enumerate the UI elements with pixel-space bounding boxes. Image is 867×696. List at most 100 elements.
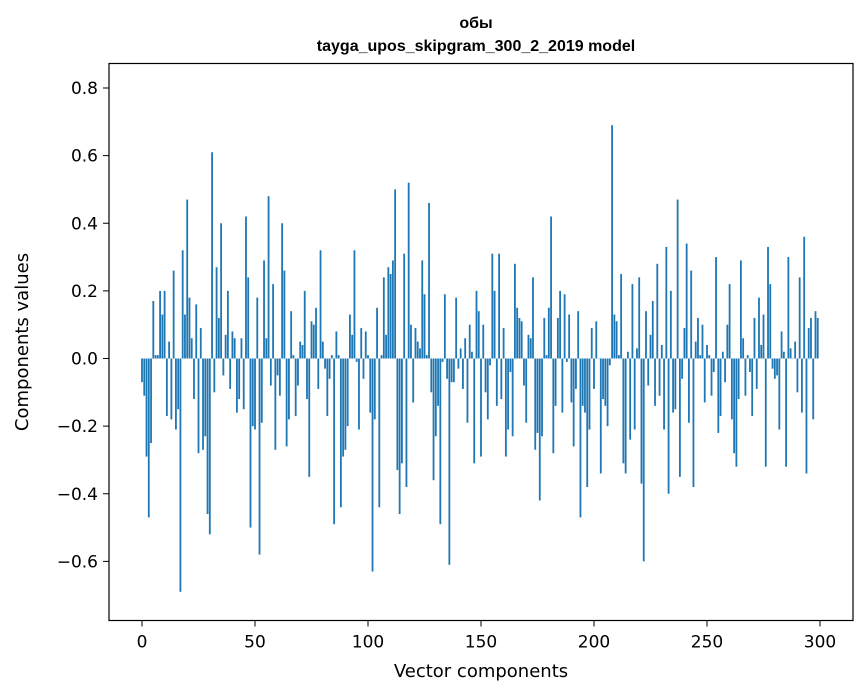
bar-13 bbox=[170, 358, 173, 420]
bar-139 bbox=[455, 297, 458, 359]
bar-218 bbox=[633, 358, 636, 430]
bar-177 bbox=[541, 358, 543, 437]
bar-248 bbox=[701, 324, 704, 359]
bar-61 bbox=[278, 358, 281, 396]
bar-193 bbox=[577, 311, 580, 359]
bar-230 bbox=[660, 344, 663, 359]
bar-147 bbox=[473, 358, 476, 464]
bar-199 bbox=[590, 328, 593, 359]
bar-262 bbox=[733, 358, 736, 454]
bar-26 bbox=[199, 328, 202, 359]
bar-67 bbox=[292, 355, 295, 359]
bar-256 bbox=[719, 358, 722, 416]
y-tick-label-1: −0.4 bbox=[57, 485, 98, 505]
bar-20 bbox=[186, 199, 189, 359]
y-tick-label-7: 0.8 bbox=[71, 79, 98, 99]
bar-187 bbox=[563, 294, 566, 359]
bar-276 bbox=[764, 358, 767, 467]
bar-39 bbox=[229, 358, 232, 389]
bar-24 bbox=[195, 304, 198, 359]
bar-249 bbox=[703, 358, 706, 403]
bar-142 bbox=[462, 358, 464, 389]
bar-64 bbox=[285, 358, 288, 447]
bar-95 bbox=[355, 358, 358, 362]
bar-28 bbox=[204, 358, 207, 437]
bar-241 bbox=[685, 243, 688, 359]
bar-181 bbox=[550, 216, 552, 359]
bar-200 bbox=[593, 358, 595, 389]
bar-164 bbox=[511, 358, 514, 437]
y-axis-ticks: −0.6 −0.4 −0.2 0.0 0.2 0.4 0.6 0.8 bbox=[57, 79, 109, 572]
bar-15 bbox=[175, 358, 177, 430]
bar-62 bbox=[281, 223, 284, 359]
bar-268 bbox=[746, 355, 749, 359]
bar-127 bbox=[428, 202, 430, 359]
bar-222 bbox=[642, 358, 645, 562]
bar-171 bbox=[527, 334, 530, 359]
bar-10 bbox=[163, 290, 166, 359]
bar-286 bbox=[787, 257, 790, 359]
bar-190 bbox=[570, 358, 573, 403]
bar-266 bbox=[742, 338, 745, 359]
bar-170 bbox=[525, 358, 528, 423]
y-tick-label-2: −0.2 bbox=[57, 417, 98, 437]
bar-255 bbox=[717, 358, 720, 433]
bar-265 bbox=[740, 260, 742, 359]
bar-195 bbox=[581, 358, 584, 406]
bar-134 bbox=[443, 294, 446, 359]
bar-99 bbox=[364, 331, 367, 359]
bar-214 bbox=[624, 358, 627, 474]
bar-206 bbox=[606, 358, 609, 427]
bar-65 bbox=[288, 358, 290, 420]
bar-277 bbox=[767, 246, 769, 359]
bar-40 bbox=[231, 331, 234, 359]
bar-168 bbox=[520, 321, 523, 359]
bar-185 bbox=[559, 290, 562, 359]
bar-137 bbox=[450, 358, 453, 383]
bar-2 bbox=[145, 358, 148, 457]
bar-138 bbox=[452, 358, 455, 383]
bar-52 bbox=[258, 358, 261, 555]
bar-143 bbox=[464, 338, 467, 359]
bar-66 bbox=[290, 311, 293, 359]
x-tick-label-0: 0 bbox=[137, 633, 148, 653]
bar-163 bbox=[509, 358, 512, 373]
bar-188 bbox=[565, 358, 568, 362]
bar-243 bbox=[690, 270, 693, 359]
bar-50 bbox=[254, 358, 256, 430]
bar-231 bbox=[663, 358, 665, 430]
bar-105 bbox=[378, 358, 381, 508]
bar-48 bbox=[249, 358, 252, 528]
bar-115 bbox=[401, 358, 403, 464]
bar-58 bbox=[272, 284, 274, 359]
bar-204 bbox=[602, 358, 604, 400]
bar-186 bbox=[561, 358, 564, 413]
bar-108 bbox=[385, 334, 387, 359]
bar-244 bbox=[692, 358, 695, 487]
bar-158 bbox=[498, 253, 500, 359]
bar-44 bbox=[240, 338, 243, 359]
bar-250 bbox=[706, 344, 708, 359]
bar-236 bbox=[674, 358, 677, 410]
bar-254 bbox=[715, 257, 717, 359]
bar-160 bbox=[502, 328, 505, 359]
bar-233 bbox=[667, 358, 670, 494]
bar-223 bbox=[645, 311, 647, 359]
bar-197 bbox=[586, 358, 589, 487]
bar-252 bbox=[710, 358, 713, 396]
bar-219 bbox=[636, 348, 638, 359]
bar-51 bbox=[256, 297, 259, 359]
bar-27 bbox=[202, 358, 204, 450]
bar-290 bbox=[796, 358, 799, 393]
bar-78 bbox=[317, 358, 320, 389]
bar-110 bbox=[389, 273, 392, 359]
bar-278 bbox=[769, 284, 772, 359]
bar-246 bbox=[697, 317, 699, 359]
bar-83 bbox=[328, 358, 331, 379]
bar-14 bbox=[172, 270, 175, 359]
bar-100 bbox=[367, 355, 369, 359]
bars-group bbox=[141, 125, 819, 592]
bar-159 bbox=[500, 358, 503, 400]
bar-257 bbox=[721, 351, 724, 359]
bar-104 bbox=[376, 307, 378, 359]
